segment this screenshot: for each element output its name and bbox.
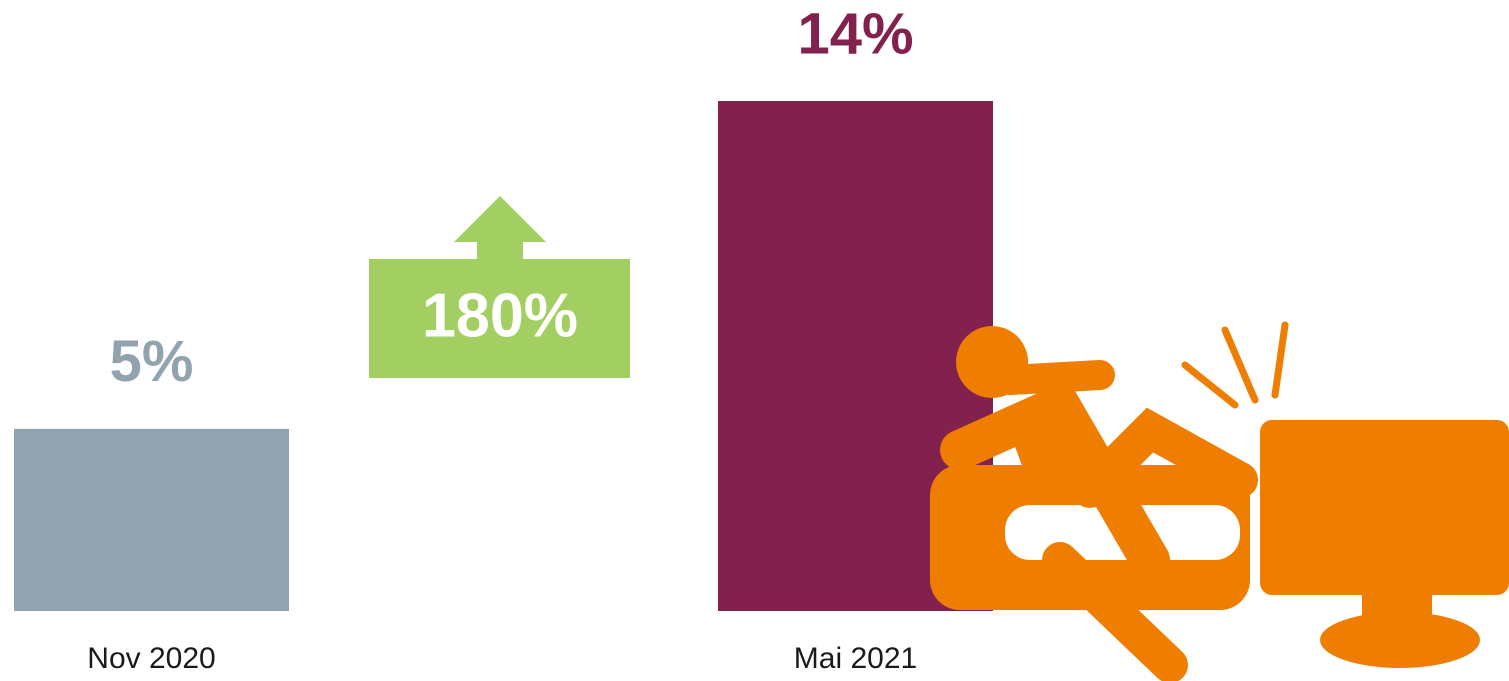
x-tick-label: Mai 2021: [794, 642, 917, 675]
value-label: 14%: [797, 1, 913, 66]
x-tick-label: Nov 2020: [87, 642, 215, 675]
body: [940, 379, 1170, 580]
change-annotation: 180%: [369, 196, 630, 378]
arrow-shape: [369, 196, 630, 378]
bar: [14, 428, 289, 611]
leg: [1072, 407, 1258, 508]
tv-rays: [1181, 321, 1289, 409]
couch-illustration: [930, 321, 1509, 681]
leg: [1042, 542, 1188, 681]
snack: [1009, 411, 1091, 499]
arm: [995, 360, 1115, 395]
monitor-base: [1320, 612, 1480, 668]
annotation-text: 180%: [422, 281, 578, 350]
value-label: 5%: [110, 329, 194, 394]
monitor: [1260, 420, 1509, 595]
